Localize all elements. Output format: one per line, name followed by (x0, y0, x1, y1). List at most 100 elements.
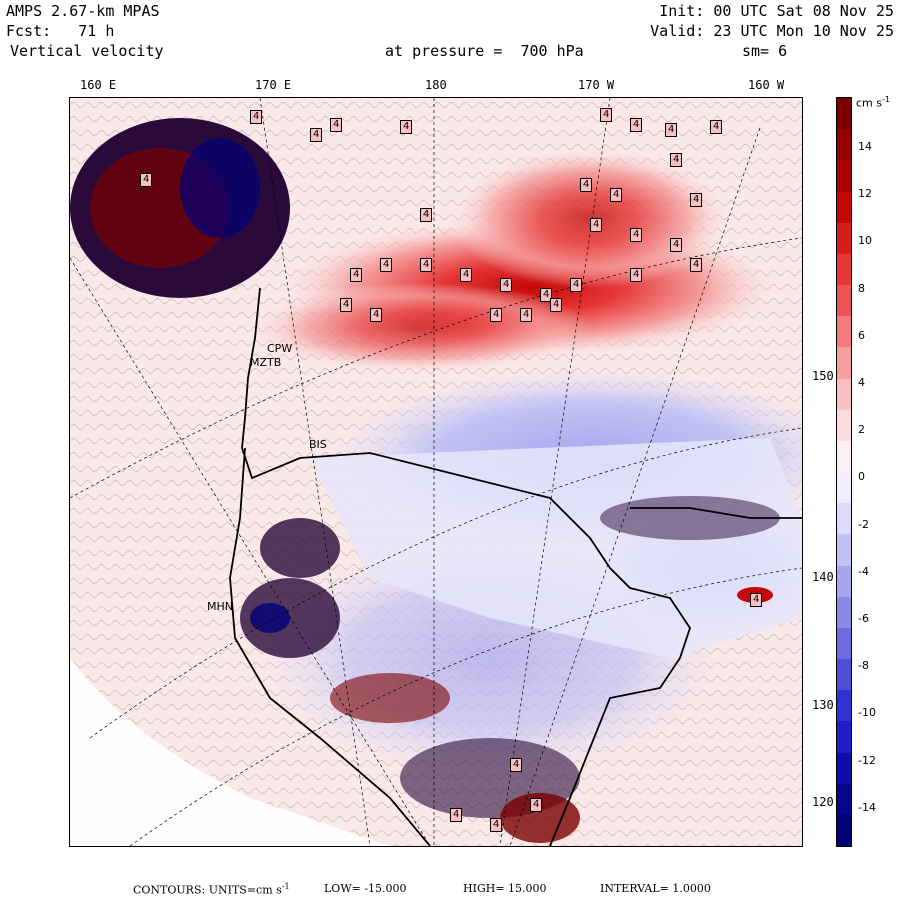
field-name: Vertical velocity (10, 42, 164, 60)
colorbar-segment (837, 783, 851, 816)
colorbar-units: cm s-1 (856, 95, 890, 110)
contour-label: 4 (630, 118, 643, 132)
contour-label: 4 (420, 208, 433, 222)
colorbar-segment (837, 440, 851, 473)
valid-time: Valid: 23 UTC Mon 10 Nov 25 (650, 22, 894, 40)
station-mhn: MHN (207, 600, 233, 613)
colorbar-segment (837, 98, 851, 130)
colorbar-tick-label: -14 (858, 800, 876, 814)
contour-label: 4 (630, 228, 643, 242)
colorbar-segment (837, 222, 851, 255)
colorbar-tick-label: 6 (858, 328, 865, 342)
colorbar-segment (837, 191, 851, 224)
contour-label: 4 (690, 258, 703, 272)
contour-label: 4 (460, 268, 473, 282)
contour-label: 4 (610, 188, 623, 202)
pressure-level: at pressure = 700 hPa (385, 42, 584, 60)
contour-units: CONTOURS: UNITS=cm s-1 (133, 882, 290, 897)
contour-label: 4 (490, 308, 503, 322)
lon-label: 170 W (578, 78, 615, 92)
colorbar-segment (837, 347, 851, 379)
colorbar-segment (837, 721, 851, 753)
contour-label: 4 (330, 118, 343, 132)
contour-label: 4 (500, 278, 513, 292)
colorbar-tick-label: 14 (858, 140, 872, 153)
colorbar-segment (837, 316, 851, 348)
contour-label: 4 (530, 798, 543, 812)
contour-label: 4 (580, 178, 593, 192)
contour-label: 4 (540, 288, 553, 302)
contour-label: 4 (690, 193, 703, 207)
colorbar-tick-label: 12 (858, 187, 872, 201)
colorbar-segment (837, 752, 851, 785)
colorbar-segment (837, 659, 851, 691)
lon-label: 170 E (255, 78, 292, 92)
station-cpw: CPW (267, 342, 293, 355)
lon-label: 180 (425, 78, 447, 92)
colorbar-tick-label: -10 (858, 706, 876, 720)
contour-label: 4 (710, 120, 723, 134)
station-bis: BIS (309, 438, 327, 451)
colorbar-segment (837, 814, 851, 847)
contour-label: 4 (420, 258, 433, 272)
contour-label: 4 (340, 298, 353, 312)
contour-label: 4 (520, 308, 533, 322)
colorbar-tick-label: -6 (858, 612, 869, 625)
colorbar-segment (837, 129, 851, 161)
graticule (70, 98, 802, 846)
colorbar-tick-label: 8 (858, 281, 865, 295)
colorbar-tick-label: -12 (858, 753, 876, 767)
contour-label: 4 (370, 308, 383, 322)
contour-label: 4 (550, 298, 563, 312)
contour-low: LOW= -15.000 (324, 882, 407, 895)
coastline (229, 287, 802, 846)
colorbar-segment (837, 690, 851, 722)
colorbar-segment (837, 534, 851, 566)
colorbar-segment (837, 503, 851, 535)
contour-label: 4 (590, 218, 603, 232)
forecast-hour: Fcst: 71 h (6, 22, 115, 40)
colorbar-tick-label: 4 (858, 376, 865, 389)
contour-label: 4 (140, 173, 153, 187)
init-time: Init: 00 UTC Sat 08 Nov 25 (659, 2, 894, 20)
colorbar-segment (837, 409, 851, 442)
model-title: AMPS 2.67-km MPAS (6, 2, 160, 20)
colorbar-segment (837, 627, 851, 660)
contour-interval: INTERVAL= 1.0000 (600, 882, 711, 895)
vertical-velocity-map (70, 98, 802, 846)
contour-label: 4 (350, 268, 363, 282)
contour-label: 4 (670, 153, 683, 167)
colorbar-segment (837, 160, 851, 192)
colorbar-tick-label: -2 (858, 517, 869, 531)
colorbar-segment (837, 253, 851, 286)
contour-label: 4 (630, 268, 643, 282)
contour-label: 4 (670, 238, 683, 252)
contour-label: 4 (400, 120, 413, 134)
contour-label: 4 (600, 108, 613, 122)
contour-label: 4 (490, 818, 503, 832)
contour-label: 4 (510, 758, 523, 772)
colorbar-segment (837, 565, 851, 598)
contour-label: 4 (250, 110, 263, 124)
contour-label: 4 (310, 128, 323, 142)
contour-label: 4 (450, 808, 463, 822)
smoothing-value: sm= 6 (742, 42, 788, 60)
lon-label: 160 W (748, 78, 785, 92)
contour-label: 4 (570, 278, 583, 292)
contour-label: 4 (380, 258, 393, 272)
colorbar-segment (837, 596, 851, 629)
contour-label: 4 (750, 593, 763, 607)
colorbar-segment (837, 378, 851, 411)
lon-label: 160 E (80, 78, 117, 92)
contour-label: 4 (665, 123, 678, 137)
colorbar (836, 97, 852, 847)
contour-high: HIGH= 15.000 (463, 882, 547, 895)
colorbar-segment (837, 285, 851, 317)
colorbar-tick-label: 0 (858, 470, 865, 484)
colorbar-tick-label: 10 (858, 234, 872, 248)
colorbar-segment (837, 472, 851, 504)
station-mztb: MZTB (250, 356, 282, 369)
colorbar-tick-label: 2 (858, 423, 865, 437)
colorbar-tick-label: -8 (858, 659, 869, 673)
